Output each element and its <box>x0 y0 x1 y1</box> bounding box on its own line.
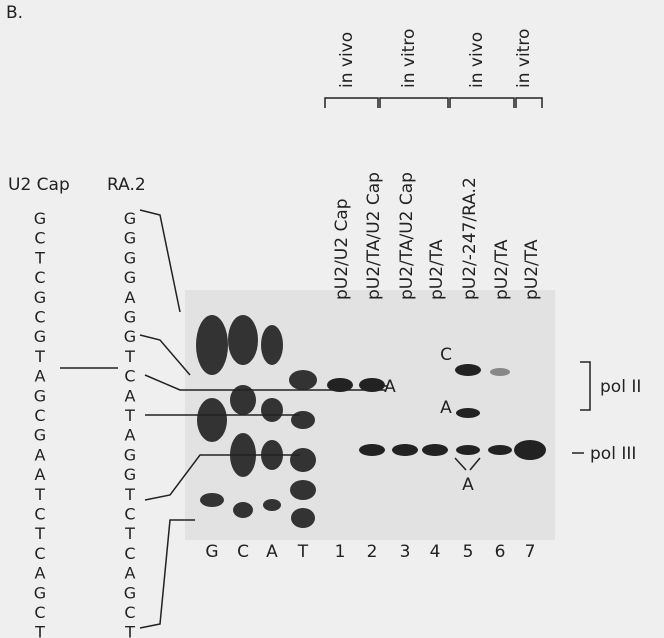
connector-lines <box>60 97 591 629</box>
ladder-label: A <box>266 542 278 562</box>
lane-name: pU2/U2 Cap <box>332 198 352 300</box>
sequence-label: U2 Cap <box>8 175 70 195</box>
band-label: A <box>384 377 396 397</box>
base: G <box>124 583 136 602</box>
base: G <box>124 327 136 346</box>
base: A <box>35 465 46 484</box>
base: A <box>125 288 136 307</box>
base: C <box>34 505 45 524</box>
lane-name: pU2/-247/RA.2 <box>460 177 480 300</box>
base: T <box>124 524 135 543</box>
base: T <box>34 347 45 366</box>
sample-bands <box>327 364 546 460</box>
base: C <box>34 229 45 248</box>
group-label: in vivo <box>467 32 487 88</box>
lane-name: pU2/TA <box>522 239 542 300</box>
side-label: pol II <box>600 377 641 397</box>
lane-name: pU2/TA <box>427 239 447 300</box>
base: C <box>34 308 45 327</box>
base: T <box>124 406 135 425</box>
base: A <box>125 386 136 405</box>
base: C <box>124 367 135 386</box>
base: T <box>124 485 135 504</box>
base: C <box>34 544 45 563</box>
base: A <box>35 367 46 386</box>
base: G <box>34 426 46 445</box>
base: A <box>125 426 136 445</box>
lane-name: pU2/TA <box>492 239 512 300</box>
ladder-bands <box>196 315 317 528</box>
base: T <box>34 485 45 504</box>
base: T <box>34 524 45 543</box>
group-label: in vitro <box>399 29 419 88</box>
band-label: A <box>462 475 474 495</box>
panel-label: B. <box>6 3 23 23</box>
base: C <box>124 544 135 563</box>
base: C <box>124 603 135 622</box>
band-label: C <box>440 345 452 365</box>
base: A <box>35 445 46 464</box>
group-label: in vivo <box>337 32 357 88</box>
side-label: pol III <box>590 444 636 464</box>
ladder-label: C <box>237 542 249 562</box>
lane-number: 4 <box>430 542 441 562</box>
base: G <box>124 445 136 464</box>
base: C <box>34 603 45 622</box>
lane-name: pU2/TA/U2 Cap <box>364 172 384 300</box>
base: T <box>124 347 135 366</box>
base: T <box>34 623 45 638</box>
base: C <box>34 406 45 425</box>
lane-number: 2 <box>367 542 378 562</box>
lane-number: 7 <box>525 542 536 562</box>
base: G <box>124 308 136 327</box>
base: G <box>34 583 46 602</box>
base: G <box>34 386 46 405</box>
base: G <box>34 327 46 346</box>
base: G <box>34 288 46 307</box>
base: G <box>124 248 136 267</box>
base: G <box>124 465 136 484</box>
base: G <box>124 209 136 228</box>
lane-number: 3 <box>400 542 411 562</box>
base: A <box>125 564 136 583</box>
base: T <box>124 623 135 638</box>
base: A <box>35 564 46 583</box>
base: C <box>124 505 135 524</box>
ladder-label: T <box>297 542 309 562</box>
lane-name: pU2/TA/U2 Cap <box>397 172 417 300</box>
group-label: in vitro <box>514 29 534 88</box>
lane-number: 6 <box>495 542 506 562</box>
base: T <box>34 248 45 267</box>
ladder-label: G <box>205 542 218 562</box>
base: G <box>124 229 136 248</box>
base: C <box>34 268 45 287</box>
lane-number: 1 <box>335 542 346 562</box>
sequence-label: RA.2 <box>107 175 146 195</box>
base: G <box>124 268 136 287</box>
base: G <box>34 209 46 228</box>
lane-number: 5 <box>463 542 474 562</box>
band-label: A <box>440 398 452 418</box>
